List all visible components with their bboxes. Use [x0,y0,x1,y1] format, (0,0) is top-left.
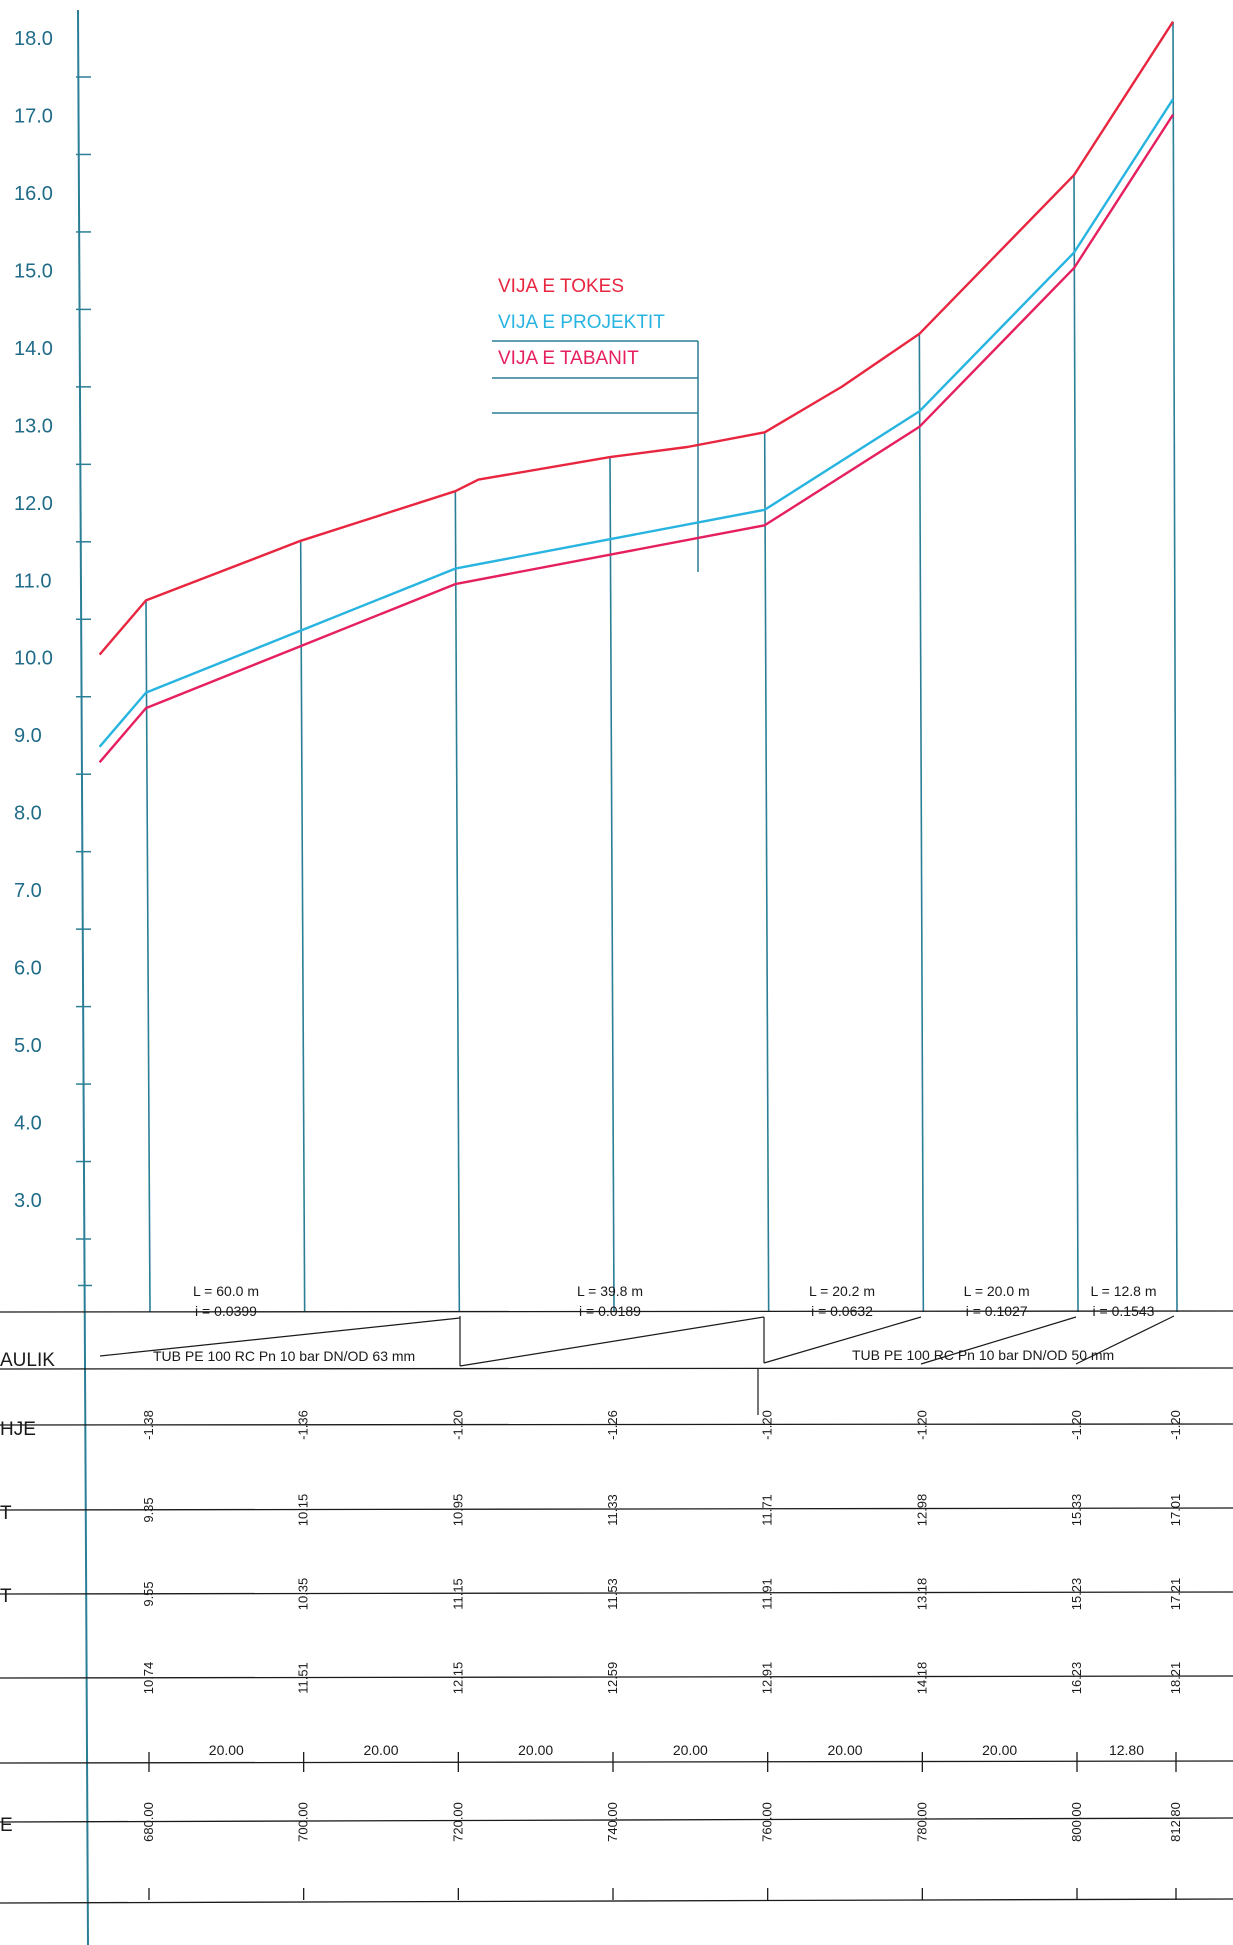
table-value-invert: 9.35 [141,1497,156,1522]
y-tick-label: 8.0 [14,803,42,825]
row-label-distance: E [0,1815,13,1836]
distance-label: 12.80 [1109,1742,1144,1758]
y-axis-ticks: 18.0 17.0 16.0 15.0 14.0 13.0 12.0 11.0 10.0 9.0 8… [14,28,92,1285]
legend-label-projektit: VIJA E PROJEKTIT [498,312,665,333]
table-values: -1.38 -1.36 -1.20 -1.26 -1.20 -1.20 -1.20 -1.20… [141,1410,1183,1842]
segment-length-label: L = 20.0 m [964,1283,1030,1299]
station-vertical-line [1074,175,1078,1312]
y-tick-label: 16.0 [14,183,53,205]
table-value-chainage: 720.00 [450,1802,465,1842]
y-axis-line [78,10,88,1945]
y-tick-label: 6.0 [14,958,42,980]
table-value-invert: 12.98 [914,1494,929,1527]
table-value-chainage: 740.00 [605,1802,620,1842]
table-value-depth: -1.20 [450,1410,465,1440]
segment-length-label: L = 39.8 m [577,1283,643,1299]
table-value-design: 13.18 [914,1578,929,1611]
table-value-design: 9.55 [141,1581,156,1606]
station-vertical-line [765,432,769,1312]
table-value-depth: -1.38 [141,1410,156,1440]
y-tick-label: 5.0 [14,1035,42,1057]
table-value-design: 11.15 [450,1578,465,1610]
table-value-ground: 18.21 [1168,1662,1183,1695]
y-tick-label: 15.0 [14,260,53,282]
station-vertical-line [455,491,459,1312]
table-value-ground: 14.18 [914,1662,929,1695]
y-tick-label: 7.0 [14,880,42,902]
table-value-design: 15.23 [1069,1578,1084,1611]
distance-label: 20.00 [518,1742,553,1758]
y-tick-label: 10.0 [14,648,53,670]
table-value-chainage: 700.00 [296,1802,311,1842]
legend-label-tabanit: VIJA E TABANIT [498,348,639,369]
table-value-invert: 11.33 [605,1494,620,1526]
station-vertical-line [1173,22,1177,1312]
pipe-row [100,1316,1174,1415]
distance-label: 20.00 [673,1742,708,1758]
distance-label: 20.00 [982,1742,1017,1758]
table-value-invert: 11.71 [760,1494,775,1526]
station-vertical-line [610,457,614,1312]
table-value-ground: 11.51 [296,1662,311,1694]
segment-length-label: L = 12.8 m [1090,1283,1156,1299]
table-value-invert: 10.95 [450,1494,465,1527]
station-vertical-line [919,334,923,1312]
table-value-depth: -1.20 [760,1410,775,1440]
table-value-design: 11.53 [605,1578,620,1610]
y-tick-label: 18.0 [14,28,53,50]
table-value-invert: 10.15 [296,1494,311,1527]
y-tick-label: 17.0 [14,105,53,127]
y-tick-label: 9.0 [14,725,42,747]
table-value-invert: 15.33 [1069,1494,1084,1527]
table-value-chainage: 812.80 [1168,1802,1183,1842]
y-tick-label: 4.0 [14,1113,42,1135]
y-tick-label: 12.0 [14,493,53,515]
segment-length-label: L = 60.0 m [193,1283,259,1299]
row-label-tabanit: T [0,1503,12,1524]
distance-label: 20.00 [363,1742,398,1758]
segment-length-label: L = 20.2 m [809,1283,875,1299]
y-tick-label: 11.0 [14,570,51,592]
row-label-thellesia: HJE [0,1419,36,1440]
table-value-invert: 17.01 [1168,1494,1183,1527]
table-value-ground: 12.15 [450,1662,465,1695]
table-value-design: 10.35 [296,1578,311,1611]
table-value-depth: -1.36 [296,1410,311,1440]
table-value-chainage: 800.00 [1069,1802,1084,1842]
profile-lines [100,22,1173,763]
table-value-chainage: 680.00 [141,1802,156,1842]
table-value-ground: 12.91 [760,1662,775,1695]
y-tick-label: 14.0 [14,338,53,360]
table-value-chainage: 780.00 [914,1802,929,1842]
table-value-depth: -1.20 [914,1410,929,1440]
series-line-tokes [100,22,1173,655]
segment-slope-label: i = 0.0399 [195,1303,257,1319]
distance-label: 20.00 [209,1742,244,1758]
legend-label-tokes: VIJA E TOKES [498,276,624,297]
table-value-design: 11.91 [760,1578,775,1610]
table-value-design: 17.21 [1168,1578,1183,1611]
table-value-chainage: 760.00 [760,1802,775,1842]
distance-label: 20.00 [827,1742,862,1758]
table-value-ground: 10.74 [141,1662,156,1695]
series-line-projektit [100,99,1173,747]
row-label-hidraulik: AULIK [0,1350,55,1371]
table-value-ground: 12.59 [605,1662,620,1695]
series-line-tabanit [100,115,1173,763]
pipe-label-dn50: TUB PE 100 RC Pn 10 bar DN/OD 50 mm [852,1347,1114,1363]
row-label-projektit: T [0,1586,12,1607]
station-verticals [146,22,1177,1312]
pipe-label-dn63: TUB PE 100 RC Pn 10 bar DN/OD 63 mm [153,1348,415,1364]
table-value-depth: -1.20 [1168,1410,1183,1440]
y-tick-label: 13.0 [14,415,53,437]
y-tick-label: 3.0 [14,1190,42,1212]
table-value-depth: -1.26 [605,1410,620,1440]
table-value-depth: -1.20 [1069,1410,1084,1440]
table-value-ground: 16.23 [1069,1662,1084,1695]
station-vertical-line [301,541,305,1312]
